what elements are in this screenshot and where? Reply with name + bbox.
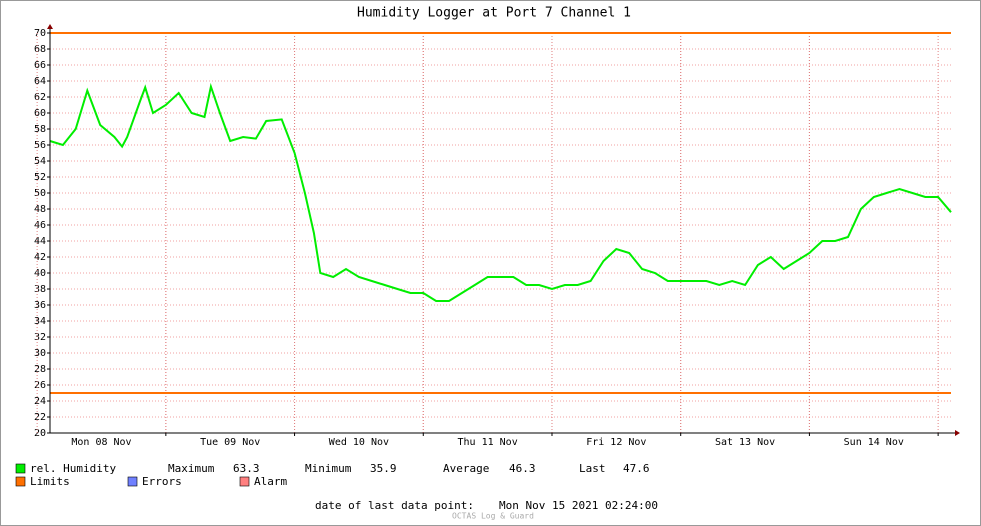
legend: rel. Humidity Maximum 63.3 Minimum 35.9 Avera… [15,462,650,488]
legend-swatch [15,476,26,487]
y-tick-label: 40 [34,268,46,279]
x-tick-label: Sat 13 Nov [715,437,775,448]
y-tick-label: 60 [34,108,46,119]
y-tick-label: 66 [34,60,46,71]
y-tick-label: 70 [34,28,46,39]
y-tick-label: 50 [34,188,46,199]
y-tick-label: 22 [34,412,46,423]
y-tick-label: 44 [34,236,46,247]
stat-value: 35.9 [370,462,397,475]
watermark: OCTAS Log & Guard [452,512,534,521]
plot-area [50,33,951,433]
y-tick-label: 54 [34,156,46,167]
y-tick-label: 34 [34,316,46,327]
x-tick-label: Thu 11 Nov [458,437,518,448]
x-tick-label: Wed 10 Nov [329,437,389,448]
marks [49,32,952,394]
x-arrow [955,430,960,436]
y-tick-label: 68 [34,44,46,55]
stat-value: 47.6 [623,462,650,475]
x-tick-label: Sun 14 Nov [844,437,904,448]
y-tick-label: 42 [34,252,46,263]
stat-label: Minimum [305,462,352,475]
y-tick-label: 30 [34,348,46,359]
x-tick-label: Fri 12 Nov [586,437,646,448]
y-tick-label: 26 [34,380,46,391]
legend-swatch [15,463,26,474]
y-tick-label: 24 [34,396,46,407]
y-tick-label: 56 [34,140,46,151]
legend-label: Alarm [254,475,287,488]
legend-swatch [239,476,250,487]
y-tick-label: 28 [34,364,46,375]
x-tick-label: Mon 08 Nov [71,437,131,448]
footer-value: Mon Nov 15 2021 02:24:00 [499,499,658,512]
y-tick-label: 32 [34,332,46,343]
y-tick-label: 48 [34,204,46,215]
y-tick-label: 46 [34,220,46,231]
stat-value: 46.3 [509,462,536,475]
legend-label: Errors [142,475,182,488]
y-tick-label: 52 [34,172,46,183]
stat-label: Last [579,462,606,475]
stat-label: Maximum [168,462,215,475]
stat-value: 63.3 [233,462,260,475]
y-tick-label: 36 [34,300,46,311]
y-tick-label: 20 [34,428,46,439]
footer-label: date of last data point: [315,499,474,512]
y-tick-label: 62 [34,92,46,103]
stat-label: Average [443,462,489,475]
series-line [49,82,952,302]
x-tick-label: Tue 09 Nov [200,437,260,448]
legend-label: Limits [30,475,70,488]
legend-label: rel. Humidity [30,462,116,475]
y-tick-label: 38 [34,284,46,295]
chart-title: Humidity Logger at Port 7 Channel 1 [357,6,631,21]
y-tick-label: 58 [34,124,46,135]
y-arrow [47,24,53,29]
y-tick-label: 64 [34,76,46,87]
legend-swatch [127,476,138,487]
